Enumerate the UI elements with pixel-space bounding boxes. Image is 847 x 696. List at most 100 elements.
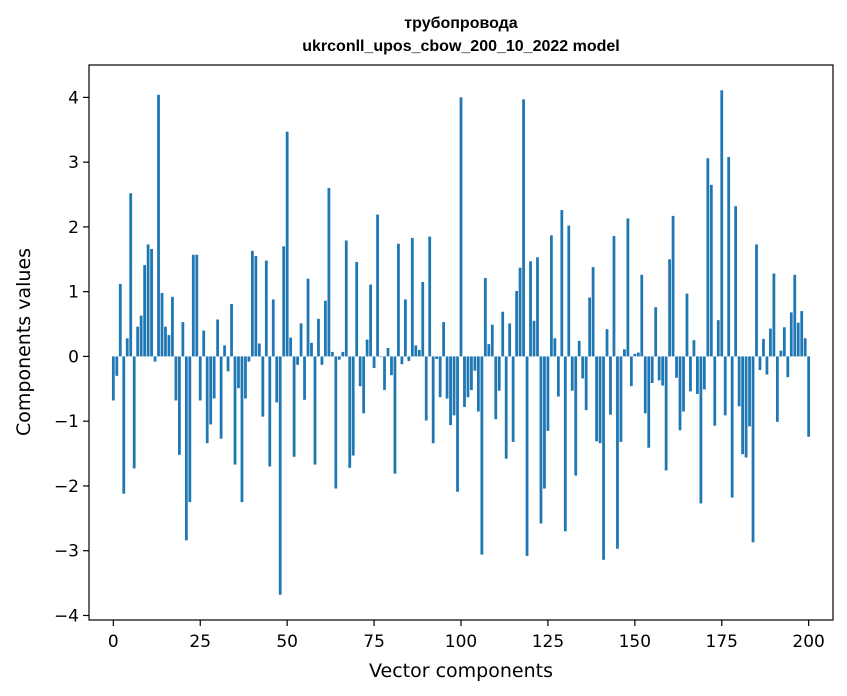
bar: [403, 299, 407, 357]
bar: [734, 206, 738, 357]
bar: [789, 312, 793, 357]
bar: [417, 349, 421, 357]
bar: [264, 260, 268, 357]
bar: [164, 326, 167, 357]
bar: [115, 356, 119, 376]
bar: [675, 356, 678, 378]
bar: [383, 356, 386, 391]
bar: [365, 339, 369, 357]
bar: [355, 261, 359, 357]
bar: [379, 356, 383, 358]
bar: [504, 356, 508, 459]
bar: [212, 356, 216, 399]
bar: [626, 218, 630, 357]
bar: [435, 356, 439, 360]
bar: [525, 356, 529, 556]
bar: [643, 356, 647, 414]
bar: [720, 90, 724, 357]
y-tick-label: 1: [68, 283, 79, 303]
bar: [445, 356, 449, 399]
bar: [369, 284, 372, 357]
bar: [609, 356, 612, 415]
bar: [132, 356, 136, 469]
x-tick-label: 0: [108, 632, 119, 652]
bar: [661, 356, 665, 386]
bar: [765, 356, 769, 375]
bar: [487, 344, 491, 357]
bar: [275, 356, 279, 403]
y-tick-label: 3: [68, 153, 79, 173]
x-tick-label: 175: [706, 632, 738, 652]
bar: [244, 356, 247, 399]
bar: [184, 356, 188, 541]
y-tick-label: 2: [68, 218, 79, 238]
bar: [480, 356, 484, 555]
bar: [494, 356, 498, 420]
bar: [490, 324, 494, 357]
y-axis: −4 −3 −2 −1 0 1 2 3 4: [54, 88, 89, 626]
y-tick-label: −2: [54, 477, 79, 497]
bar: [341, 351, 345, 357]
bar: [372, 356, 376, 369]
bar: [160, 292, 164, 357]
bar: [344, 240, 348, 357]
bar: [758, 356, 762, 371]
bar: [310, 342, 313, 357]
bar: [237, 356, 240, 389]
bar: [167, 335, 171, 357]
x-axis-label: Vector components: [369, 660, 553, 682]
bar: [261, 356, 265, 417]
bar: [793, 274, 797, 357]
bar: [122, 356, 126, 494]
bar: [581, 356, 585, 379]
chart-title: трубопровода: [404, 15, 518, 32]
bar: [636, 352, 640, 357]
bar: [612, 235, 616, 357]
bar: [591, 267, 595, 357]
bar: [567, 225, 571, 357]
bar: [633, 353, 637, 357]
bar: [647, 356, 651, 448]
bar: [146, 244, 150, 357]
bar: [230, 303, 233, 357]
bar: [716, 320, 720, 357]
bar: [463, 356, 466, 407]
bar: [574, 356, 578, 476]
bar: [376, 214, 379, 357]
bar: [588, 297, 592, 357]
bar: [268, 356, 272, 467]
bar: [508, 323, 512, 357]
bar: [796, 322, 800, 357]
bar: [320, 356, 324, 365]
bar: [671, 215, 675, 357]
bar: [692, 340, 696, 357]
bar: [251, 250, 254, 357]
bar: [285, 131, 289, 357]
x-tick-label: 125: [532, 632, 564, 652]
bar: [522, 99, 525, 357]
bar: [560, 210, 564, 357]
bar: [337, 356, 341, 360]
bar: [143, 265, 147, 357]
bar: [233, 356, 237, 465]
bar: [407, 356, 411, 361]
bar: [570, 356, 574, 391]
bar: [466, 356, 470, 398]
bar: [803, 338, 807, 357]
bar: [657, 356, 661, 381]
bar: [386, 348, 390, 357]
bar: [518, 267, 522, 357]
bar: [727, 156, 731, 357]
bar: [605, 329, 609, 357]
y-tick-label: −1: [54, 412, 79, 432]
bar: [775, 356, 779, 422]
bar: [654, 307, 658, 357]
bar: [129, 193, 133, 357]
bar: [515, 291, 519, 357]
bar: [546, 356, 550, 431]
bar: [685, 293, 689, 357]
bar: [737, 356, 741, 407]
bar: [723, 356, 727, 416]
bar: [751, 356, 755, 543]
